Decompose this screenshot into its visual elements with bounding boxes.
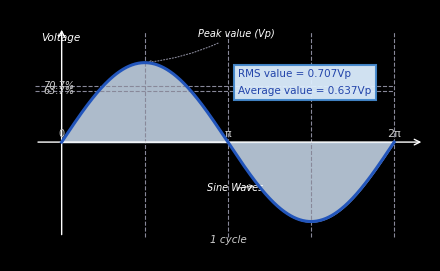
Text: π: π (224, 129, 231, 139)
Text: 0: 0 (59, 129, 65, 139)
Text: 70.7%: 70.7% (43, 81, 74, 91)
Text: 2π: 2π (387, 129, 401, 139)
Text: 1 cycle: 1 cycle (209, 235, 246, 245)
Text: Sine Waves: Sine Waves (207, 183, 263, 193)
Text: 63.7%: 63.7% (43, 86, 74, 96)
Text: RMS value = 0.707Vp
Average value = 0.637Vp: RMS value = 0.707Vp Average value = 0.63… (238, 69, 372, 96)
Text: Voltage: Voltage (41, 33, 81, 43)
Text: Peak value (Vp): Peak value (Vp) (149, 29, 275, 64)
